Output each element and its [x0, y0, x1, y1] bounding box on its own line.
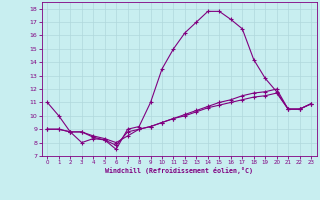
- X-axis label: Windchill (Refroidissement éolien,°C): Windchill (Refroidissement éolien,°C): [105, 167, 253, 174]
